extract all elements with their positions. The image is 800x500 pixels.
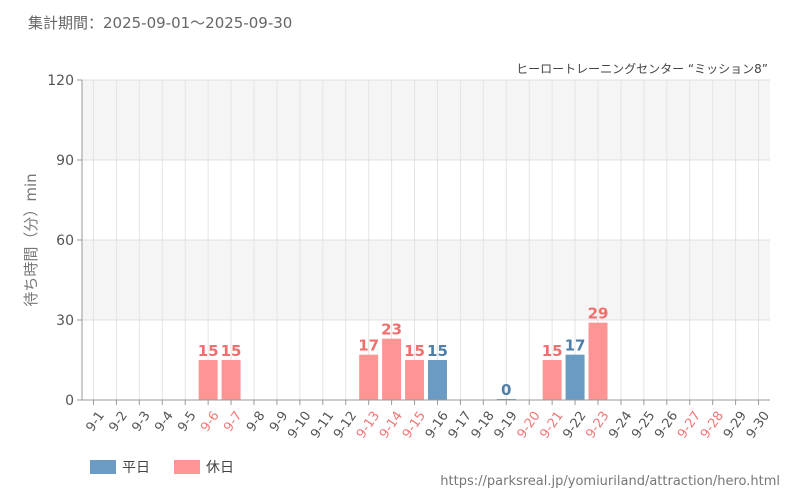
x-tick-label: 9-2	[106, 409, 130, 435]
bar	[542, 360, 562, 400]
bar-value-label: 17	[358, 337, 379, 355]
legend-item-weekday: 平日	[90, 457, 150, 477]
y-axis: 0 30 60 90 120	[47, 73, 83, 409]
plot-band	[82, 80, 770, 160]
legend: 平日 休日	[90, 457, 258, 477]
bar	[198, 360, 218, 400]
x-tick-label: 9-26	[652, 409, 681, 442]
legend-swatch-weekday	[90, 460, 116, 474]
y-tick-label: 60	[56, 233, 74, 249]
bar	[221, 360, 241, 400]
x-tick-label: 9-13	[354, 409, 383, 442]
x-tick-label: 9-18	[469, 409, 498, 442]
x-tick-label: 9-17	[446, 409, 475, 442]
x-tick-label: 9-30	[744, 409, 773, 442]
y-axis-label: 待ち時間（分）min	[22, 173, 40, 306]
plot-band	[82, 160, 770, 240]
bar-value-label: 23	[381, 321, 402, 339]
bar	[405, 360, 425, 400]
plot-bands	[82, 80, 770, 400]
bars	[198, 322, 608, 400]
bar-value-label: 15	[404, 342, 425, 360]
y-tick-label: 0	[65, 393, 74, 409]
bar	[588, 322, 608, 400]
vertical-gridlines	[92, 80, 760, 400]
x-tick-label: 9-24	[606, 409, 635, 442]
y-tick-label: 90	[56, 153, 74, 169]
legend-label-holiday: 休日	[206, 460, 234, 476]
bar-value-label: 15	[542, 342, 563, 360]
x-tick-label: 9-14	[377, 409, 406, 442]
x-tick-label: 9-15	[400, 409, 429, 442]
bar-value-label: 15	[427, 342, 448, 360]
x-tick-label: 9-22	[560, 409, 589, 442]
x-tick-label: 9-12	[331, 409, 360, 442]
bar-value-label: 29	[588, 305, 609, 323]
bar	[565, 354, 585, 400]
bar	[382, 338, 402, 400]
legend-item-holiday: 休日	[174, 457, 234, 477]
chart-subtitle: ヒーロートレーニングセンター “ミッション8”	[516, 62, 768, 76]
x-tick-label: 9-28	[698, 409, 727, 442]
x-tick-label: 9-21	[537, 409, 566, 442]
x-tick-label: 9-6	[198, 409, 222, 435]
x-tick-label: 9-1	[83, 409, 107, 435]
x-tick-label: 9-27	[675, 409, 704, 442]
bar-value-label: 0	[501, 381, 511, 399]
bar	[359, 354, 379, 400]
x-tick-label: 9-11	[308, 409, 337, 442]
legend-label-weekday: 平日	[122, 460, 150, 476]
x-tick-label: 9-8	[244, 409, 268, 435]
x-tick-label: 9-23	[583, 409, 612, 442]
y-tick-label: 30	[56, 313, 74, 329]
plot-band	[82, 240, 770, 320]
x-tick-label: 9-4	[152, 409, 176, 435]
bar-value-label: 15	[198, 342, 219, 360]
bar-value-label: 15	[221, 342, 242, 360]
legend-swatch-holiday	[174, 460, 200, 474]
plot-band	[82, 320, 770, 400]
bar-value-label: 17	[565, 337, 586, 355]
x-tick-label: 9-29	[721, 409, 750, 442]
x-tick-label: 9-25	[629, 409, 658, 442]
x-tick-label: 9-20	[514, 409, 543, 442]
bar	[427, 360, 447, 400]
x-tick-label: 9-5	[175, 409, 199, 435]
x-tick-label: 9-16	[423, 409, 452, 442]
y-tick-label: 120	[47, 73, 74, 89]
x-tick-label: 9-19	[492, 409, 521, 442]
x-tick-label: 9-3	[129, 409, 153, 435]
source-url: https://parksreal.jp/yomiuriland/attract…	[440, 474, 780, 489]
x-tick-label: 9-7	[221, 409, 245, 435]
collection-period: 集計期間：2025-09-01〜2025-09-30	[28, 14, 293, 32]
x-axis: 9-19-29-39-49-59-69-79-89-99-109-119-129…	[82, 399, 773, 442]
x-tick-label: 9-10	[285, 409, 314, 442]
